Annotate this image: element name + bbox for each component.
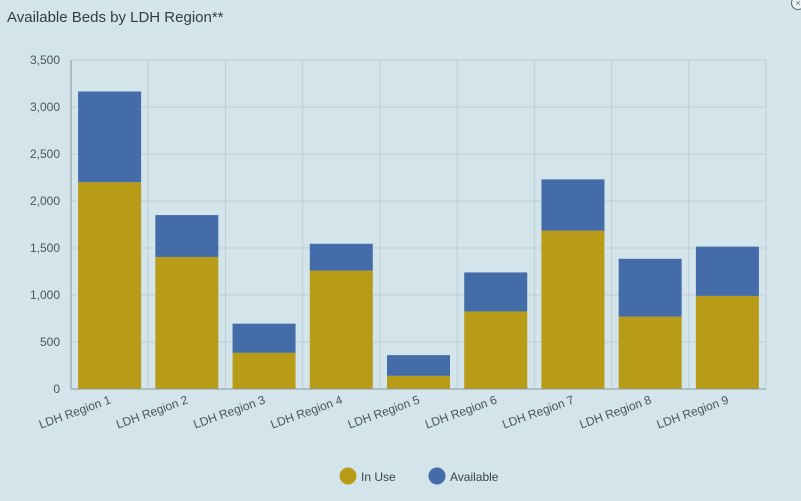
y-tick-label: 1,500 (30, 241, 60, 255)
legend-swatch-in-use[interactable] (339, 467, 357, 485)
y-tick-label: 3,500 (30, 53, 60, 67)
x-tick-label: LDH Region 8 (578, 393, 654, 432)
bar-available-2[interactable] (155, 215, 219, 257)
bar-available-8[interactable] (618, 258, 682, 317)
bar-available-7[interactable] (541, 179, 605, 231)
x-tick-label: LDH Region 1 (37, 393, 113, 432)
x-tick-labels: LDH Region 1 LDH Region 2 LDH Region 3 LDH … (37, 393, 731, 432)
y-tick-labels: 0 500 1,000 1,500 2,000 2,500 3,000 3,500 (30, 53, 60, 396)
axes (70, 60, 766, 390)
bar-in-use-9[interactable] (695, 295, 759, 389)
close-icon[interactable]: × (791, 0, 801, 10)
bar-available-1[interactable] (78, 91, 142, 183)
bar-in-use-2[interactable] (155, 256, 219, 389)
y-tick-label: 1,000 (30, 288, 60, 302)
y-tick-label: 2,000 (30, 194, 60, 208)
bar-in-use-3[interactable] (232, 352, 296, 389)
x-tick-label: LDH Region 2 (114, 393, 190, 432)
bar-available-4[interactable] (309, 243, 373, 271)
y-tick-label: 500 (40, 335, 60, 349)
bar-in-use-1[interactable] (78, 182, 142, 389)
y-tick-label: 3,000 (30, 100, 60, 114)
bar-available-9[interactable] (695, 246, 759, 296)
bar-available-5[interactable] (387, 355, 450, 376)
y-tick-label: 2,500 (30, 147, 60, 161)
x-tick-label: LDH Region 7 (500, 393, 576, 432)
x-tick-label: LDH Region 6 (423, 393, 499, 432)
bar-in-use-8[interactable] (618, 316, 682, 389)
x-tick-label: LDH Region 4 (269, 393, 345, 432)
x-tick-label: LDH Region 9 (655, 393, 731, 432)
y-tick-label: 0 (53, 382, 60, 396)
legend: In Use Available (339, 467, 499, 485)
x-tick-label: LDH Region 5 (346, 393, 422, 432)
bar-in-use-4[interactable] (309, 270, 373, 389)
legend-swatch-available[interactable] (428, 467, 446, 485)
bar-available-3[interactable] (232, 323, 296, 353)
bar-in-use-5[interactable] (387, 375, 450, 389)
bars (78, 91, 759, 389)
legend-label[interactable]: In Use (361, 470, 396, 484)
chart-title: Available Beds by LDH Region** (7, 9, 224, 26)
bar-in-use-6[interactable] (464, 311, 528, 389)
x-tick-label: LDH Region 3 (191, 393, 267, 432)
bar-in-use-7[interactable] (541, 230, 605, 389)
legend-label[interactable]: Available (450, 470, 499, 484)
bar-available-6[interactable] (464, 272, 528, 312)
